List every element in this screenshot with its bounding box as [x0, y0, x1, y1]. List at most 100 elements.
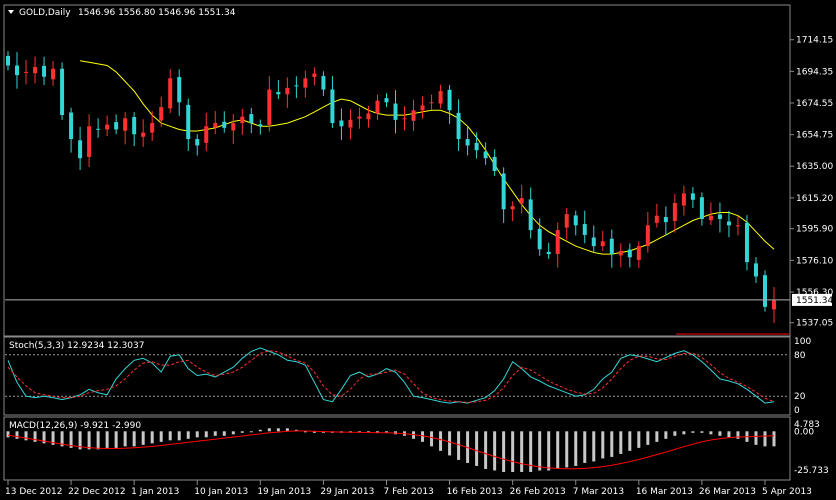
candle	[447, 85, 452, 124]
macd-bar	[583, 431, 587, 463]
macd-bar	[276, 428, 280, 432]
candle	[60, 62, 65, 120]
candle	[114, 114, 119, 135]
candle	[330, 76, 335, 128]
main-pane-frame	[3, 4, 791, 337]
candle	[222, 111, 227, 133]
macd-bar	[475, 431, 479, 466]
time-tick-label: 19 Jan 2013	[257, 487, 311, 497]
candle	[420, 96, 425, 119]
candle	[681, 185, 686, 216]
candle	[105, 115, 110, 137]
stoch-tick-label: 20	[794, 392, 806, 402]
macd-bar	[240, 431, 244, 433]
candle	[240, 108, 245, 135]
price-tick-label: 1714.15	[796, 36, 833, 46]
macd-bar	[682, 431, 686, 435]
macd-bar	[565, 431, 569, 468]
macd-bar	[619, 431, 623, 454]
time-tick-label: 22 Dec 2012	[68, 487, 126, 497]
candle	[555, 222, 560, 268]
macd-bar	[592, 431, 596, 462]
macd-bar	[754, 431, 758, 445]
candle	[726, 210, 731, 238]
macd-bar	[222, 431, 226, 436]
candle	[573, 210, 578, 236]
ohlc-readout: 1546.96 1556.80 1546.96 1551.34	[78, 8, 236, 18]
candle	[654, 203, 659, 228]
macd-bar	[718, 431, 722, 436]
macd-bar	[502, 431, 506, 472]
macd-bar	[628, 431, 632, 451]
stoch-tick-label: 80	[794, 351, 806, 361]
macd-tick-label: 0.00	[794, 427, 814, 437]
candle	[672, 193, 677, 233]
time-tick-label: 26 Mar 2013	[699, 487, 756, 497]
macd-bar	[601, 431, 605, 459]
moving-average-line	[80, 60, 775, 255]
time-tick-label: 13 Dec 2012	[5, 487, 63, 497]
stoch-title: Stoch(5,3,3) 12.9234 12.3037	[9, 341, 144, 351]
stoch-pane-frame	[3, 336, 791, 416]
candle	[429, 94, 434, 110]
price-tick-label: 1654.75	[796, 131, 833, 141]
candle	[402, 106, 407, 131]
candle	[690, 187, 695, 209]
time-tick-label: 7 Feb 2013	[383, 487, 433, 497]
macd-signal-line	[7, 430, 775, 470]
price-tick-label: 1635.00	[796, 162, 833, 172]
candle	[150, 111, 155, 141]
candle	[24, 59, 29, 85]
macd-bar	[105, 431, 109, 448]
candle	[438, 84, 443, 109]
candle	[276, 80, 281, 100]
candle	[384, 93, 389, 108]
macd-bar	[664, 431, 668, 439]
macd-bar	[15, 431, 19, 439]
macd-bar	[691, 431, 695, 433]
candle	[267, 76, 272, 132]
macd-bar	[700, 431, 704, 433]
macd-bar	[186, 431, 190, 439]
candle	[501, 167, 506, 223]
candle	[564, 207, 569, 240]
time-tick-label: 7 Mar 2013	[573, 487, 624, 497]
time-tick-label: 1 Jan 2013	[131, 487, 179, 497]
candle	[231, 113, 236, 144]
macd-bar	[655, 431, 659, 442]
macd-bar	[195, 431, 199, 438]
macd-bar	[511, 431, 515, 472]
candle	[627, 243, 632, 268]
price-tick-label: 1595.90	[796, 225, 833, 235]
candle	[519, 184, 524, 214]
time-tick-label: 26 Feb 2013	[510, 487, 566, 497]
macd-bar	[24, 431, 28, 441]
candle	[699, 192, 704, 226]
candle	[195, 134, 200, 156]
macd-bar	[538, 431, 542, 471]
candle	[474, 132, 479, 159]
candle	[258, 119, 263, 135]
stoch-tick-label: 0	[794, 406, 800, 416]
macd-bar	[303, 431, 307, 433]
candle	[762, 270, 767, 312]
candle	[33, 56, 38, 84]
time-tick-label: 29 Jan 2013	[320, 487, 374, 497]
candle	[348, 109, 353, 140]
macd-bar	[439, 431, 443, 451]
candle	[294, 76, 299, 99]
macd-bar	[132, 431, 136, 447]
macd-bar	[375, 431, 379, 433]
macd-bar	[141, 431, 145, 445]
macd-bar	[267, 428, 271, 432]
macd-bar	[520, 431, 524, 472]
candle	[483, 142, 488, 165]
macd-tick-label: -25.733	[794, 466, 829, 476]
candle	[303, 70, 308, 98]
candle	[168, 69, 173, 114]
candle	[645, 211, 650, 253]
candle	[123, 112, 128, 145]
candle	[735, 216, 740, 236]
candle	[717, 202, 722, 233]
